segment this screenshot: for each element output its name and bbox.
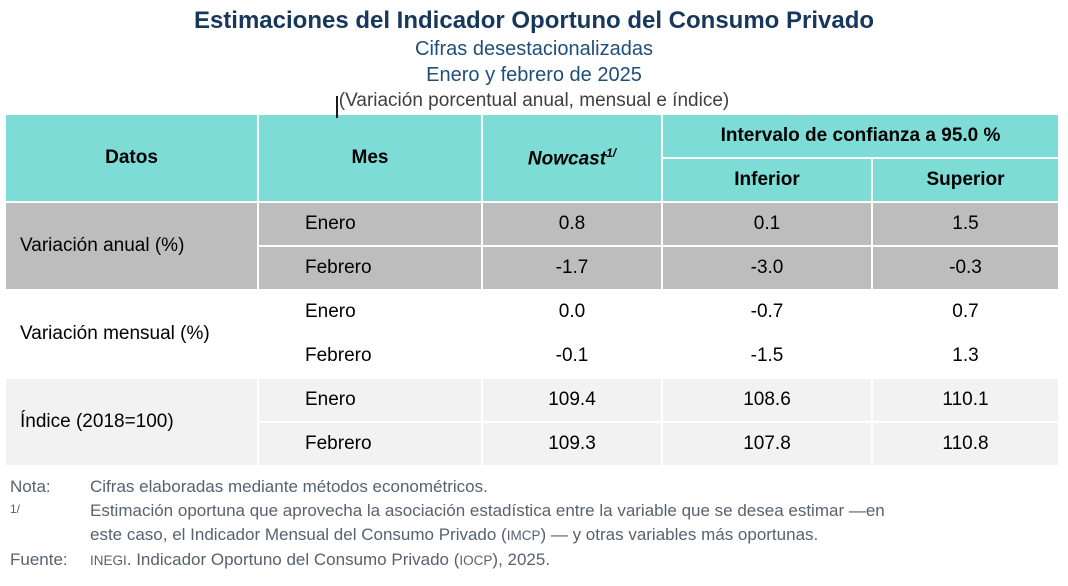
footnote1-text: Estimación oportuna que aprovecha la aso… — [90, 499, 1058, 548]
cell-superior: 110.8 — [873, 423, 1058, 465]
cell-superior: 0.7 — [873, 291, 1058, 333]
fuente-text: INEGI. Indicador Oportuno del Consumo Pr… — [90, 548, 1058, 573]
cell-superior: 1.3 — [873, 335, 1058, 377]
subtitle-periodo: Enero y febrero de 2025 — [426, 64, 642, 86]
cell-nowcast: -0.1 — [483, 335, 661, 377]
fuente-mid-text: . Indicador Oportuno del Consumo Privado… — [126, 550, 460, 569]
nota-text: Cifras elaboradas mediante métodos econo… — [90, 477, 488, 496]
nowcast-label: Nowcast — [527, 148, 607, 170]
footnote1-marker-label: 1/ — [10, 502, 21, 516]
cell-mes: Febrero — [259, 247, 481, 289]
cell-inferior: 108.6 — [663, 379, 871, 421]
footnote1-marker: 1/ — [10, 499, 90, 548]
cell-inferior: -1.5 — [663, 335, 871, 377]
cell-superior: -0.3 — [873, 247, 1058, 289]
page-title: Estimaciones del Indicador Oportuno del … — [193, 7, 875, 34]
footnote1-line2: este caso, el Indicador Mensual del Cons… — [90, 525, 507, 544]
cell-inferior: 0.1 — [663, 203, 871, 245]
nota-label: Nota: — [10, 477, 51, 496]
cell-inferior: 107.8 — [663, 423, 871, 465]
column-header-confidence-interval: Intervalo de confianza a 95.0 % — [663, 115, 1058, 157]
column-header-mes: Mes — [259, 115, 481, 201]
nowcast-footnote-marker: 1/ — [606, 145, 617, 160]
fuente-end-text: ), 2025. — [492, 550, 551, 569]
title-block: Estimaciones del Indicador Oportuno del … — [0, 0, 1068, 113]
inegi-acronym: INEGI — [90, 553, 127, 568]
table-row: Índice (2018=100) Enero 109.4 108.6 110.… — [6, 379, 1058, 465]
group-label-indice: Índice (2018=100) — [6, 379, 257, 465]
cell-nowcast: 0.0 — [483, 291, 661, 333]
cell-mes: Enero — [259, 203, 481, 245]
fuente-label: Fuente: — [10, 550, 68, 569]
cell-mes: Enero — [259, 291, 481, 333]
group-label-variacion-mensual: Variación mensual (%) — [6, 291, 257, 377]
iocp-acronym: IOCP — [459, 553, 493, 568]
table-caption: (Variación porcentual anual, mensual e í… — [338, 90, 730, 111]
column-header-superior: Superior — [873, 159, 1058, 201]
footnote1-line2-end: ) — y otras variables más oportunas. — [540, 525, 819, 544]
cell-mes: Febrero — [259, 423, 481, 465]
cell-nowcast: 0.8 — [483, 203, 661, 245]
header-row-1: Datos Mes Nowcast1/ Intervalo de confian… — [6, 115, 1058, 201]
imcp-acronym: IMCP — [506, 528, 541, 543]
subtitle-cifras: Cifras desestacionalizadas — [415, 38, 653, 60]
cell-mes: Enero — [259, 379, 481, 421]
header-row-2: Inferior Superior — [6, 159, 1058, 201]
table-row: Variación anual (%) Enero 0.8 0.1 1.5 — [6, 203, 1058, 289]
footnote1-line1: Estimación oportuna que aprovecha la aso… — [90, 501, 885, 520]
table-row: Febrero -1.7 -3.0 -0.3 — [6, 247, 1058, 289]
cell-nowcast: -1.7 — [483, 247, 661, 289]
cell-superior: 110.1 — [873, 379, 1058, 421]
table-row: Variación mensual (%) Enero 0.0 -0.7 0.7 — [6, 291, 1058, 377]
cell-nowcast: 109.4 — [483, 379, 661, 421]
cell-superior: 1.5 — [873, 203, 1058, 245]
cell-inferior: -3.0 — [663, 247, 871, 289]
column-header-nowcast: Nowcast1/ — [483, 115, 661, 201]
column-header-inferior: Inferior — [663, 159, 871, 201]
cell-mes: Febrero — [259, 335, 481, 377]
cell-inferior: -0.7 — [663, 291, 871, 333]
table-row: Febrero 109.3 107.8 110.8 — [6, 423, 1058, 465]
table-row: Febrero -0.1 -1.5 1.3 — [6, 335, 1058, 377]
column-header-datos: Datos — [6, 115, 257, 201]
cell-nowcast: 109.3 — [483, 423, 661, 465]
notes-block: Nota: Cifras elaboradas mediante métodos… — [0, 475, 1068, 573]
group-label-variacion-anual: Variación anual (%) — [6, 203, 257, 289]
estimates-table: Datos Mes Nowcast1/ Intervalo de confian… — [4, 113, 1060, 467]
text-cursor — [336, 96, 338, 118]
